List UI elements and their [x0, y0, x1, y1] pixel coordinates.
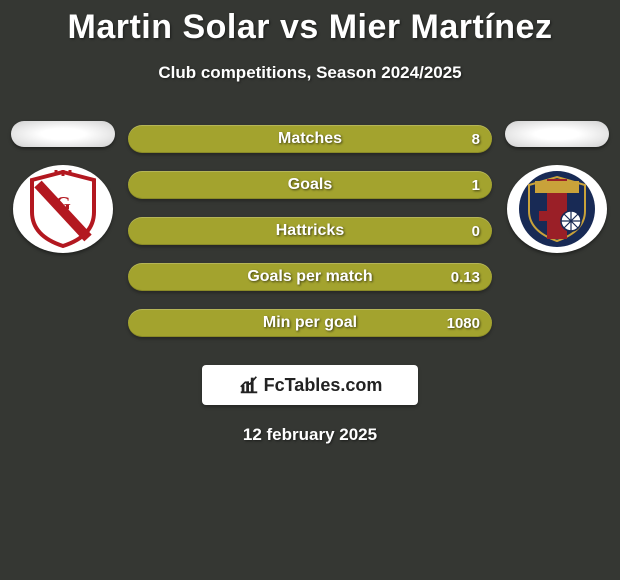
player-right-col	[502, 121, 612, 253]
player-right-name-pill	[505, 121, 609, 147]
player-left-name-pill	[11, 121, 115, 147]
svg-text:G: G	[55, 193, 71, 215]
stat-label: Matches	[278, 130, 342, 148]
stat-right-value: 1080	[447, 309, 480, 337]
stat-right-value: 1	[472, 171, 480, 199]
stat-bar-matches: Matches 8	[128, 125, 492, 153]
chart-bar-icon	[238, 374, 260, 396]
brand-box[interactable]: FcTables.com	[202, 365, 418, 405]
page-title: Martin Solar vs Mier Martínez	[0, 0, 620, 47]
stat-bar-min-per-goal: Min per goal 1080	[128, 309, 492, 337]
stat-bar-hattricks: Hattricks 0	[128, 217, 492, 245]
footer-date: 12 february 2025	[0, 425, 620, 445]
brand-text: FcTables.com	[264, 375, 383, 396]
player-left-col: G	[8, 121, 118, 253]
player-right-logo-wrap	[507, 165, 607, 253]
comparison-card: Martin Solar vs Mier Martínez Club compe…	[0, 0, 620, 580]
stat-label: Hattricks	[276, 222, 344, 240]
stat-label: Min per goal	[263, 314, 357, 332]
stat-label: Goals	[288, 176, 332, 194]
stat-right-value: 8	[472, 125, 480, 153]
stat-right-value: 0.13	[451, 263, 480, 291]
huesca-crest-icon	[517, 169, 597, 249]
main-row: G Matches 8 Goals 1 Hattricks 0	[0, 121, 620, 337]
stat-bar-goals-per-match: Goals per match 0.13	[128, 263, 492, 291]
granada-crest-icon: G	[28, 170, 98, 248]
stat-right-value: 0	[472, 217, 480, 245]
stats-col: Matches 8 Goals 1 Hattricks 0 Goals per …	[128, 125, 492, 337]
stat-bar-goals: Goals 1	[128, 171, 492, 199]
page-subtitle: Club competitions, Season 2024/2025	[0, 63, 620, 83]
stat-label: Goals per match	[247, 268, 372, 286]
player-left-logo-wrap: G	[13, 165, 113, 253]
